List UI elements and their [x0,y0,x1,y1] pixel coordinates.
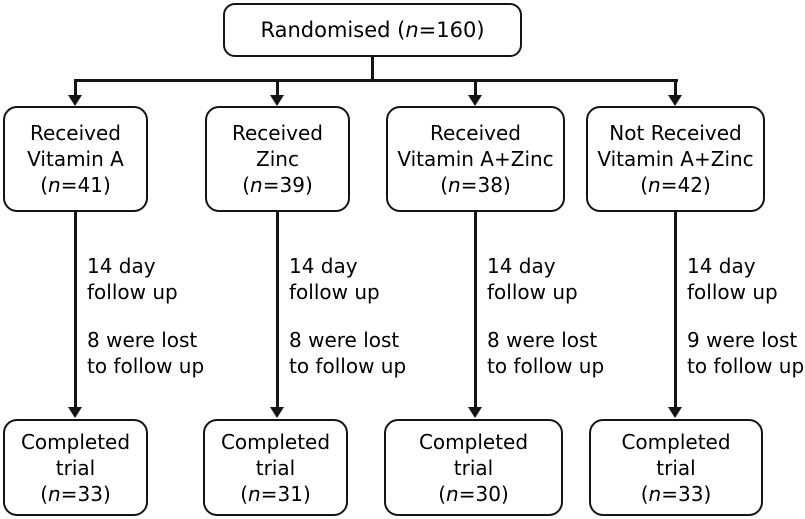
arrow-down-icon [68,407,82,418]
connector-branch2-drop [276,79,279,96]
connector-branch2-followup [276,212,279,408]
lost-note: 8 were lost to follow up [87,328,205,378]
arrow-down-icon [270,407,284,418]
randomised-n-value: =160) [418,18,485,42]
completed-box-vitamin-a-zinc: Completed trial (n=30) [384,419,563,516]
group-label: Not Received Vitamin A+Zinc [597,121,754,171]
lost-note: 9 were lost to follow up [687,328,805,378]
followup-note: 14 day follow up [487,254,578,304]
completed-n: (n=30) [438,481,509,506]
arrow-down-icon [270,95,284,106]
connector-branch1-drop [74,79,77,96]
group-label: Received Vitamin A+Zinc [397,121,554,171]
group-label: Received Vitamin A [27,121,124,171]
connector-root-stem [371,57,374,80]
randomised-label: Randomised ( [260,18,406,42]
arrow-down-icon [68,95,82,106]
completed-label: Completed trial [621,429,731,480]
completed-label: Completed trial [220,429,331,480]
connector-branch3-drop [474,79,477,96]
lost-note: 8 were lost to follow up [487,328,605,378]
followup-note: 14 day follow up [87,254,178,304]
group-box-zinc: Received Zinc (n=39) [205,106,350,212]
group-n: (n=39) [242,173,313,197]
group-box-not-received: Not Received Vitamin A+Zinc (n=42) [586,106,765,212]
connector-branch4-followup [674,212,677,408]
group-n: (n=38) [440,173,511,197]
arrow-down-icon [668,407,682,418]
group-label: Received Zinc [232,121,323,171]
group-n: (n=41) [40,173,111,197]
completed-n: (n=33) [40,481,111,506]
completed-n: (n=31) [240,481,311,506]
group-box-vitamin-a: Received Vitamin A (n=41) [3,106,148,212]
connector-branch4-drop [674,79,677,96]
group-box-vitamin-a-zinc: Received Vitamin A+Zinc (n=38) [386,106,565,212]
randomised-n-symbol: n [405,18,419,42]
completed-label: Completed trial [20,429,131,480]
completed-box-not-received: Completed trial (n=33) [589,419,763,516]
lost-note: 8 were lost to follow up [289,328,407,378]
arrow-down-icon [468,407,482,418]
followup-note: 14 day follow up [687,254,778,304]
group-n: (n=42) [640,173,711,197]
arrow-down-icon [668,95,682,106]
completed-box-zinc: Completed trial (n=31) [203,419,348,516]
completed-label: Completed trial [418,429,529,480]
arrow-down-icon [468,95,482,106]
completed-box-vitamin-a: Completed trial (n=33) [3,419,148,516]
connector-branch1-followup [74,212,77,408]
connector-branch3-followup [474,212,477,408]
connector-branch-rail [74,79,678,82]
completed-n: (n=33) [640,481,712,506]
randomised-box: Randomised (n =160) [223,3,522,57]
followup-note: 14 day follow up [289,254,380,304]
